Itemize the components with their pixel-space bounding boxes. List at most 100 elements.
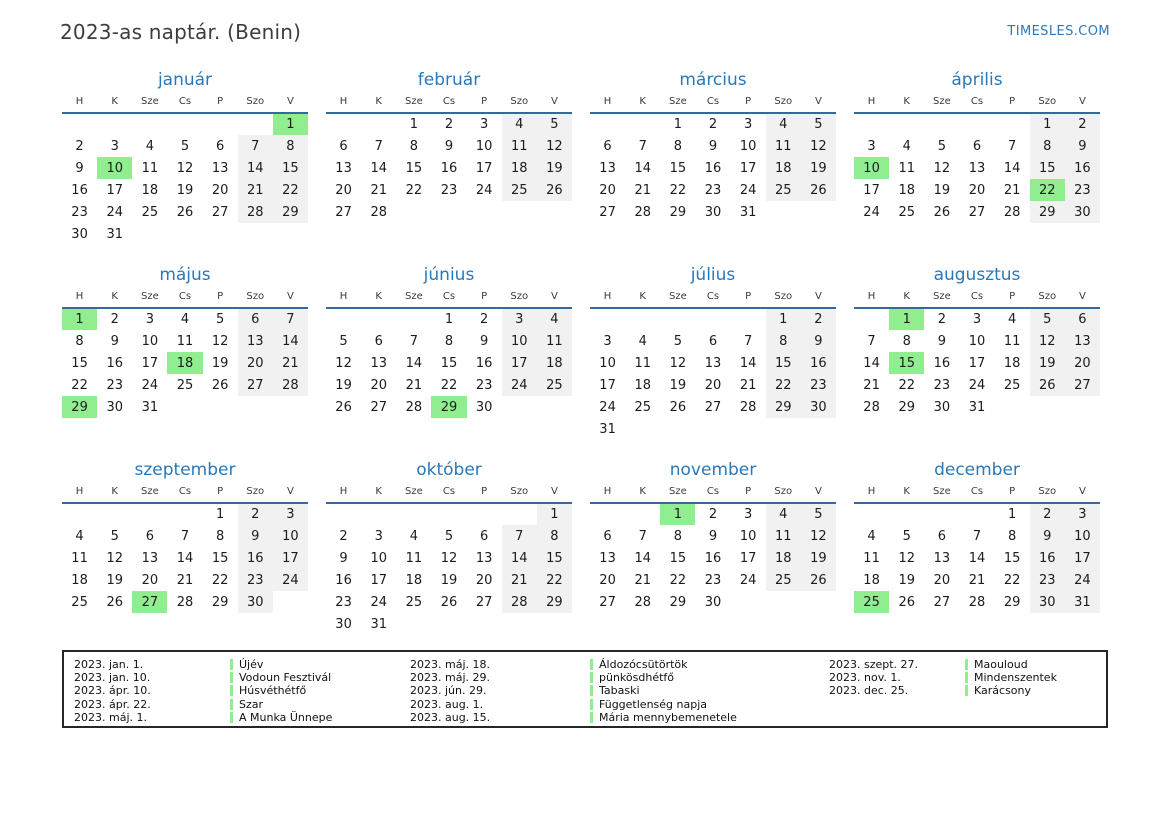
day-cell[interactable]: 14 [863,355,880,371]
day-cell[interactable]: 8 [902,333,911,349]
day-cell[interactable]: 20 [599,572,616,588]
day-cell[interactable]: 11 [1003,333,1021,349]
day-cell[interactable]: 26 [440,594,458,610]
day-cell[interactable]: 31 [968,399,986,415]
day-cell[interactable]: 19 [106,572,123,588]
day-cell[interactable]: 21 [739,377,757,393]
day-cell[interactable]: 1 [409,117,418,132]
day-cell[interactable]: 30 [704,594,722,610]
day-cell[interactable]: 29 [898,399,915,415]
holiday-day-cell[interactable]: 29 [431,396,467,418]
day-cell[interactable]: 25 [898,204,915,220]
day-cell[interactable]: 3 [867,138,876,154]
day-cell[interactable]: 11 [898,160,915,176]
day-cell[interactable]: 22 [71,377,88,393]
day-cell[interactable]: 7 [501,525,537,547]
day-cell[interactable]: 2 [479,312,489,327]
day-cell[interactable]: 11 [765,135,801,157]
day-cell[interactable]: 21 [634,182,651,198]
day-cell[interactable]: 20 [968,182,986,198]
day-cell[interactable]: 23 [933,377,951,393]
day-cell[interactable]: 7 [743,333,753,349]
day-cell[interactable]: 12 [1029,330,1065,352]
day-cell[interactable]: 8 [75,333,84,349]
day-cell[interactable]: 13 [211,160,229,176]
day-cell[interactable]: 24 [968,377,986,393]
day-cell[interactable]: 18 [536,352,572,374]
day-cell[interactable]: 6 [937,528,946,544]
day-cell[interactable]: 18 [501,157,537,179]
day-cell[interactable]: 13 [141,550,159,566]
day-cell[interactable]: 7 [237,135,273,157]
day-cell[interactable]: 28 [501,591,537,613]
day-cell[interactable]: 9 [237,525,273,547]
day-cell[interactable]: 29 [211,594,229,610]
day-cell[interactable]: 15 [765,352,801,374]
day-cell[interactable]: 26 [898,594,915,610]
day-cell[interactable]: 5 [673,333,682,349]
day-cell[interactable]: 15 [669,550,687,566]
day-cell[interactable]: 9 [708,138,718,154]
day-cell[interactable]: 14 [501,547,537,569]
day-cell[interactable]: 4 [536,308,572,330]
day-cell[interactable]: 26 [106,594,123,610]
holiday-day-cell[interactable]: 10 [97,157,133,179]
day-cell[interactable]: 5 [215,312,225,327]
day-cell[interactable]: 7 [972,528,982,544]
day-cell[interactable]: 10 [739,528,757,544]
day-cell[interactable]: 25 [176,377,194,393]
holiday-day-cell[interactable]: 10 [854,157,890,179]
day-cell[interactable]: 30 [475,399,493,415]
day-cell[interactable]: 19 [800,547,836,569]
day-cell[interactable]: 24 [141,377,159,393]
day-cell[interactable]: 7 [180,528,190,544]
day-cell[interactable]: 17 [739,160,757,176]
day-cell[interactable]: 6 [603,138,612,154]
day-cell[interactable]: 4 [638,333,647,349]
day-cell[interactable]: 2 [237,503,273,525]
day-cell[interactable]: 8 [272,135,308,157]
day-cell[interactable]: 14 [634,160,651,176]
day-cell[interactable]: 31 [599,421,616,437]
day-cell[interactable]: 17 [1064,547,1100,569]
day-cell[interactable]: 4 [180,312,190,327]
day-cell[interactable]: 5 [937,138,946,154]
day-cell[interactable]: 23 [800,374,836,396]
holiday-day-cell[interactable]: 15 [889,352,925,374]
day-cell[interactable]: 9 [708,528,718,544]
day-cell[interactable]: 2 [1064,113,1100,135]
day-cell[interactable]: 6 [708,333,718,349]
day-cell[interactable]: 9 [1064,135,1100,157]
day-cell[interactable]: 21 [1003,182,1021,198]
day-cell[interactable]: 17 [370,572,387,588]
day-cell[interactable]: 5 [800,503,836,525]
day-cell[interactable]: 20 [211,182,229,198]
day-cell[interactable]: 5 [902,528,911,544]
day-cell[interactable]: 8 [1029,135,1065,157]
day-cell[interactable]: 5 [444,528,454,544]
day-cell[interactable]: 6 [972,138,982,154]
day-cell[interactable]: 23 [237,569,273,591]
day-cell[interactable]: 28 [272,374,308,396]
day-cell[interactable]: 7 [1007,138,1017,154]
day-cell[interactable]: 8 [765,330,801,352]
day-cell[interactable]: 4 [75,528,84,544]
day-cell[interactable]: 3 [374,528,383,544]
day-cell[interactable]: 11 [634,355,651,371]
day-cell[interactable]: 11 [176,333,194,349]
day-cell[interactable]: 28 [634,204,651,220]
day-cell[interactable]: 12 [176,160,194,176]
day-cell[interactable]: 4 [765,113,801,135]
day-cell[interactable]: 24 [739,182,757,198]
day-cell[interactable]: 12 [335,355,352,371]
day-cell[interactable]: 27 [704,399,722,415]
day-cell[interactable]: 12 [898,550,915,566]
day-cell[interactable]: 29 [536,591,572,613]
day-cell[interactable]: 3 [501,308,537,330]
day-cell[interactable]: 29 [669,594,687,610]
day-cell[interactable]: 1 [444,312,454,327]
day-cell[interactable]: 7 [409,333,418,349]
day-cell[interactable]: 5 [800,113,836,135]
day-cell[interactable]: 27 [237,374,273,396]
holiday-day-cell[interactable]: 18 [167,352,203,374]
